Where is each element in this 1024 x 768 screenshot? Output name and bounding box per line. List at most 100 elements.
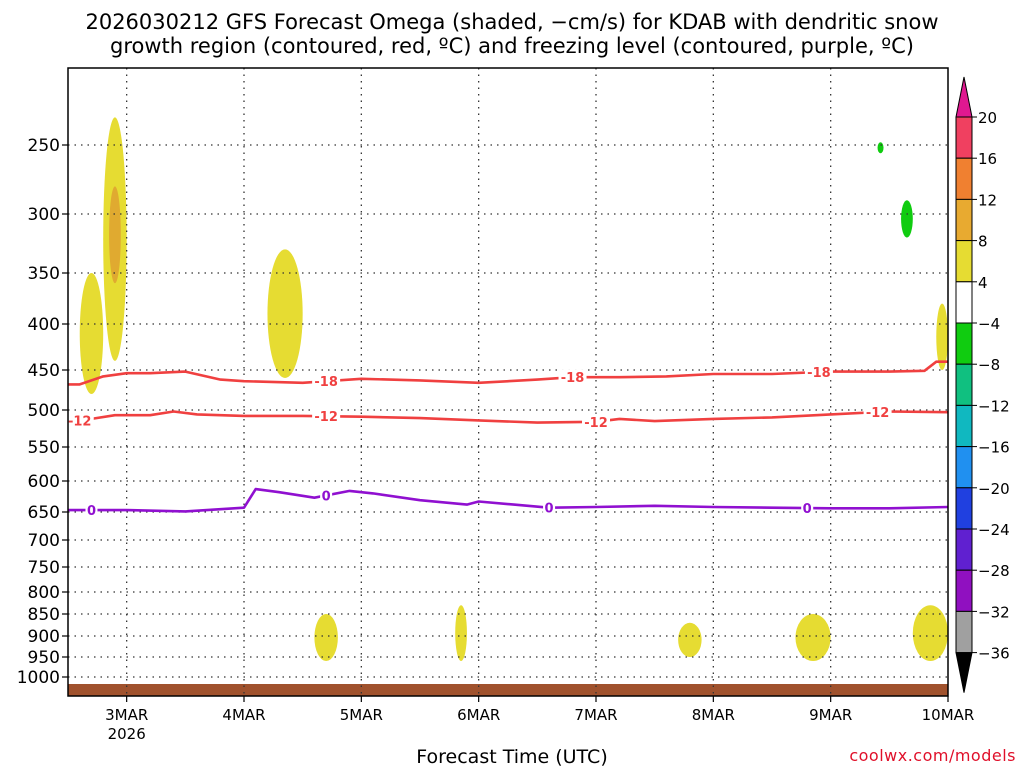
colorbar-swatch — [955, 446, 973, 489]
omega-shaded-region — [314, 614, 338, 661]
y-tick-label: 300 — [28, 205, 60, 225]
contour-line-0 — [68, 487, 948, 513]
omega-shaded-region — [901, 200, 913, 238]
contour-label: -12 — [584, 416, 608, 431]
chart-title-line1: 2026030212 GFS Forecast Omega (shaded, −… — [85, 10, 939, 34]
contour-label: 0 — [803, 502, 812, 517]
colorbar-label: 8 — [978, 233, 988, 251]
y-tick-label: 350 — [28, 264, 60, 284]
colorbar-label: −36 — [978, 645, 1010, 663]
source-credit: coolwx.com/models — [849, 746, 1016, 765]
contour-label: -12 — [866, 406, 890, 421]
y-tick-label: 1000 — [17, 668, 60, 688]
y-tick-label: 700 — [28, 531, 60, 551]
omega-shaded-region — [912, 605, 948, 661]
contour-label: -18 — [314, 375, 338, 390]
x-tick-label: 9MAR — [809, 706, 852, 724]
colorbar-label: 12 — [978, 191, 997, 209]
y-tick-label: 800 — [28, 583, 60, 603]
colorbar-swatch — [955, 281, 973, 324]
colorbar-label: −16 — [978, 439, 1010, 457]
ground-surface-strip — [68, 684, 948, 696]
colorbar-label: −24 — [978, 521, 1010, 539]
colorbar-swatch — [955, 116, 973, 159]
contour-label: -12 — [314, 410, 338, 425]
contour-layer: -18 -18 -18 -12 -12 -12 -12 0 0 0 0 — [68, 360, 948, 519]
omega-shaded-region — [795, 614, 831, 661]
y-tick-label: 900 — [28, 627, 60, 647]
colorbar-label: −4 — [978, 315, 1000, 333]
y-tick-label: 550 — [28, 438, 60, 458]
plot-frame — [67, 67, 949, 697]
colorbar-swatch — [955, 363, 973, 406]
contour-label-bg — [68, 412, 94, 429]
y-tick-label: 450 — [28, 361, 60, 381]
x-tick-label: 8MAR — [692, 706, 735, 724]
x-tick-sublabel: 2026 — [108, 725, 146, 743]
x-tick-label: 10MAR — [922, 706, 975, 724]
x-tick-label: 3MAR — [105, 706, 148, 724]
x-axis-label: Forecast Time (UTC) — [416, 746, 608, 768]
x-tick-label: 4MAR — [222, 706, 265, 724]
omega-shaded-region — [936, 303, 948, 370]
colorbar-label: −8 — [978, 356, 1000, 374]
y-tick-label: 400 — [28, 315, 60, 335]
colorbar-label: −32 — [978, 603, 1010, 621]
contour-label: -18 — [807, 366, 831, 381]
colorbar-swatch — [955, 198, 973, 242]
contour-label-bg — [320, 487, 333, 504]
colorbar-swatch — [955, 487, 973, 530]
colorbar-swatch — [955, 404, 973, 448]
omega-shaded-region — [79, 273, 104, 394]
contour-label-bg — [558, 369, 587, 386]
omega-shaded-region — [678, 622, 702, 658]
contour-label-bg — [312, 373, 341, 390]
y-tick-label: 750 — [28, 558, 60, 578]
contour-label: -18 — [561, 371, 585, 386]
omega-shaded-region — [109, 186, 121, 284]
axes-layer: 2503003504004505005506006507007508008509… — [17, 67, 975, 743]
y-tick-label: 250 — [28, 136, 60, 156]
grid-layer — [68, 68, 948, 696]
contour-line--12 — [68, 410, 948, 424]
omega-shading-layer — [79, 117, 948, 661]
ground-surface-layer — [68, 684, 948, 696]
colorbar: 20 16 12 8 4 −4 −8 −12 −16 −20 −24 −28 −32 −36 — [955, 76, 1010, 693]
chart-title-line2: growth region (contoured, red, ºC) and f… — [110, 34, 914, 58]
colorbar-swatch — [955, 240, 973, 283]
colorbar-label: 4 — [978, 274, 988, 292]
contour-label-bg — [801, 500, 814, 517]
colorbar-label: −12 — [978, 397, 1010, 415]
contour-label-bg — [582, 413, 610, 430]
colorbar-swatch — [955, 157, 973, 200]
y-tick-label: 600 — [28, 472, 60, 492]
colorbar-label: 20 — [978, 109, 997, 127]
omega-shaded-region — [267, 249, 303, 378]
contour-label-bg — [312, 408, 341, 425]
x-tick-label: 5MAR — [340, 706, 383, 724]
contour-label: -12 — [68, 415, 92, 430]
contour-label: 0 — [545, 502, 554, 517]
contour-label-bg — [804, 364, 833, 381]
colorbar-swatch — [955, 322, 973, 365]
colorbar-swatch — [955, 610, 973, 654]
colorbar-swatch — [955, 569, 973, 612]
contour-label: 0 — [322, 489, 331, 504]
colorbar-label: −20 — [978, 480, 1010, 498]
colorbar-label: 16 — [978, 150, 997, 168]
y-tick-label: 950 — [28, 648, 60, 668]
colorbar-bottom-arrow — [955, 652, 973, 693]
omega-shaded-region — [877, 142, 884, 154]
x-tick-label: 6MAR — [457, 706, 500, 724]
omega-shaded-region — [455, 605, 467, 661]
colorbar-top-arrow — [955, 76, 973, 118]
x-tick-label: 7MAR — [574, 706, 617, 724]
y-tick-label: 500 — [28, 401, 60, 421]
contour-label-bg — [543, 499, 556, 516]
colorbar-label: −28 — [978, 562, 1010, 580]
contour-line--18 — [68, 360, 948, 386]
y-tick-label: 650 — [28, 503, 60, 523]
y-tick-label: 850 — [28, 605, 60, 625]
colorbar-swatch — [955, 528, 973, 571]
